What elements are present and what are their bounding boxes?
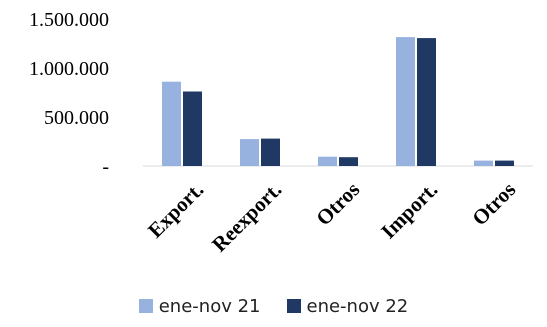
y-tick-label: 1.000.000 [29,58,109,80]
y-tick-label: 1.500.000 [29,9,109,31]
y-tick-label: - [102,156,109,178]
bar-import-series-1 [396,37,415,166]
bar-otros-series-1 [474,160,493,166]
bar-otros-series-2 [339,157,358,166]
y-axis-ticks: - 500.000 1.000.000 1.500.000 [29,9,109,178]
x-tick-label: Otros [311,177,364,230]
bar-reexport-series-2 [261,138,280,166]
bar-reexport-series-1 [240,139,259,166]
bar-export-series-2 [183,91,202,166]
legend-label-series-1: ene-nov 21 [158,295,261,317]
bar-import-series-2 [417,38,436,166]
bar-otros-series-2 [495,160,514,166]
legend: ene-nov 21 ene-nov 22 [0,294,547,318]
x-tick-label: Export. [143,177,208,242]
bar-otros-series-1 [318,156,337,166]
legend-swatch-series-1 [138,299,153,313]
x-tick-label: Reexport. [207,177,286,256]
x-axis-ticks: Export.Reexport. Otros Import. Otros [143,177,520,256]
legend-item-series-1: ene-nov 21 [138,295,261,317]
legend-label-series-2: ene-nov 22 [306,295,409,317]
bar-export-series-1 [162,81,181,166]
x-tick-label: Import. [376,177,442,243]
x-tick-label: Otros [467,177,520,230]
legend-swatch-series-2 [286,299,301,313]
y-tick-label: 500.000 [44,107,109,129]
legend-item-series-2: ene-nov 22 [286,295,409,317]
bars [162,37,514,166]
